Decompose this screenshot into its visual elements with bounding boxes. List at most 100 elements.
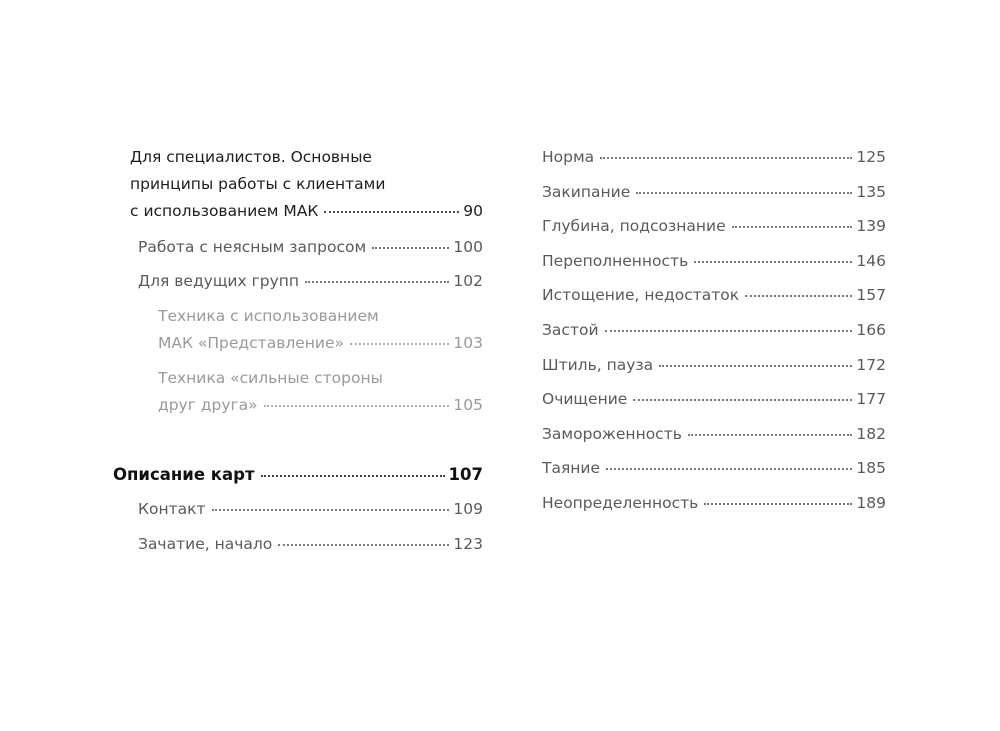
- toc-page-number: 146: [856, 251, 886, 270]
- toc-entry-title: Для специалистов. Основные: [130, 148, 372, 166]
- toc-entry-title: Описание карт: [113, 465, 255, 484]
- toc-entry[interactable]: Застой 166: [542, 317, 886, 344]
- toc-entry-line: Техника «сильные стороны: [158, 365, 483, 392]
- toc-entry-title: Переполненность: [542, 251, 689, 270]
- toc-entry-title: Очищение: [542, 390, 628, 409]
- toc-page-number: 100: [453, 238, 483, 256]
- toc-entry-title: Закипание: [542, 182, 631, 201]
- toc-page-number: 102: [453, 272, 483, 290]
- dot-leader: [260, 475, 445, 477]
- toc-entry-title: Техника «сильные стороны: [158, 369, 383, 387]
- toc-entry-title: Застой: [542, 321, 599, 339]
- dot-leader: [350, 343, 450, 345]
- toc-entry-line: Закипание 135: [542, 179, 886, 206]
- toc-page-number: 139: [856, 217, 886, 236]
- toc-entry-line: Глубина, подсознание 139: [542, 213, 886, 240]
- toc-entry[interactable]: Техника «сильные стороны друг друга» 105: [158, 365, 483, 419]
- toc-entry-line: Описание карт 107: [113, 461, 483, 488]
- toc-entry-title: с использованием МАК: [130, 202, 319, 220]
- toc-entry[interactable]: Замороженность 182: [542, 421, 886, 448]
- toc-entry-line: Замороженность 182: [542, 421, 886, 448]
- toc-entry-title: Норма: [542, 148, 595, 166]
- toc-entry[interactable]: Контакт 109: [138, 496, 483, 523]
- dot-leader: [324, 211, 460, 213]
- toc-page-number: 166: [856, 321, 886, 339]
- dot-leader: [263, 405, 450, 407]
- dot-leader: [606, 468, 853, 471]
- toc-entry[interactable]: Работа с неясным запросом 100: [138, 234, 483, 261]
- dot-leader: [600, 157, 853, 159]
- toc-page-number: 105: [453, 396, 483, 414]
- toc-entry[interactable]: Очищение 177: [542, 386, 886, 413]
- toc-entry-line: Контакт 109: [138, 496, 483, 523]
- toc-page-number: 135: [856, 182, 886, 201]
- toc-page-number: 189: [856, 494, 886, 512]
- toc-entry-line: принципы работы с клиентами: [130, 171, 483, 198]
- toc-entry[interactable]: Для специалистов. Основные принципы работ…: [130, 144, 483, 225]
- dot-leader: [745, 295, 853, 298]
- toc-entry-title: принципы работы с клиентами: [130, 175, 386, 193]
- toc-entry-line: Неопределенность 189: [542, 490, 886, 517]
- toc-entry[interactable]: Неопределенность 189: [542, 490, 886, 517]
- toc-entry[interactable]: Переполненность 146: [542, 248, 886, 275]
- toc-entry-title: МАК «Представление»: [158, 334, 344, 352]
- toc-entry-line: Для специалистов. Основные: [130, 144, 483, 171]
- toc-page-number: 90: [463, 202, 483, 220]
- toc-entry[interactable]: Зачатие, начало 123: [138, 531, 483, 558]
- toc-page-number: 107: [448, 465, 483, 484]
- toc-entry-line: Переполненность 146: [542, 248, 886, 275]
- toc-entry-line: Очищение 177: [542, 386, 886, 413]
- toc-page-number: 157: [856, 286, 886, 305]
- toc-entry[interactable]: Штиль, пауза 172: [542, 352, 886, 379]
- toc-entry[interactable]: Для ведущих групп 102: [138, 268, 483, 295]
- toc-page-number: 182: [856, 424, 886, 443]
- toc-entry[interactable]: Таяние 185: [542, 455, 886, 482]
- dot-leader: [694, 260, 853, 263]
- toc-entry[interactable]: Истощение, недостаток 157: [542, 282, 886, 309]
- toc-entry[interactable]: Описание карт 107: [113, 461, 483, 488]
- toc-entry-title: Штиль, пауза: [542, 355, 654, 374]
- toc-entry-line: с использованием МАК 90: [130, 198, 483, 225]
- dot-leader: [633, 399, 853, 402]
- toc-entry-title: Глубина, подсознание: [542, 217, 726, 236]
- toc-entry-line: друг друга» 105: [158, 392, 483, 419]
- dot-leader: [278, 544, 450, 546]
- toc-entry-line: Для ведущих групп 102: [138, 268, 483, 295]
- toc-entry-line: Норма 125: [542, 144, 886, 171]
- toc-entry-title: Неопределенность: [542, 494, 699, 512]
- toc-entry-title: Зачатие, начало: [138, 535, 273, 553]
- toc-entry[interactable]: Закипание 135: [542, 179, 886, 206]
- toc-entry-title: Для ведущих групп: [138, 272, 300, 290]
- dot-leader: [372, 247, 450, 249]
- toc-page-number: 172: [856, 355, 886, 374]
- toc-entry-title: друг друга»: [158, 396, 258, 414]
- dot-leader: [305, 281, 450, 283]
- toc-entry-line: Таяние 185: [542, 455, 886, 482]
- toc-entry-line: Работа с неясным запросом 100: [138, 234, 483, 261]
- toc-entry-line: Техника с использованием: [158, 303, 483, 330]
- dot-leader: [636, 191, 853, 194]
- toc-entry-line: Штиль, пауза 172: [542, 352, 886, 379]
- toc-page-number: 109: [453, 500, 483, 518]
- toc-page-number: 103: [453, 334, 483, 352]
- dot-leader: [704, 503, 853, 505]
- toc-entry[interactable]: Техника с использованием МАК «Представлен…: [158, 303, 483, 357]
- toc-entry-line: Истощение, недостаток 157: [542, 282, 886, 309]
- toc-entry-line: Зачатие, начало 123: [138, 531, 483, 558]
- toc-entry[interactable]: Глубина, подсознание 139: [542, 213, 886, 240]
- toc-entry-title: Работа с неясным запросом: [138, 238, 367, 256]
- dot-leader: [211, 509, 450, 511]
- dot-leader: [604, 330, 853, 332]
- toc-page-number: 125: [856, 148, 886, 166]
- toc-entry-title: Замороженность: [542, 424, 682, 443]
- dot-leader: [659, 364, 853, 367]
- dot-leader: [687, 433, 853, 436]
- toc-entry-title: Таяние: [542, 459, 601, 478]
- toc-page-number: 123: [453, 535, 483, 553]
- toc-entry-title: Истощение, недостаток: [542, 286, 740, 305]
- dot-leader: [731, 226, 853, 229]
- toc-page-number: 185: [856, 459, 886, 478]
- toc-entry-title: Техника с использованием: [158, 307, 379, 325]
- toc-entry[interactable]: Норма 125: [542, 144, 886, 171]
